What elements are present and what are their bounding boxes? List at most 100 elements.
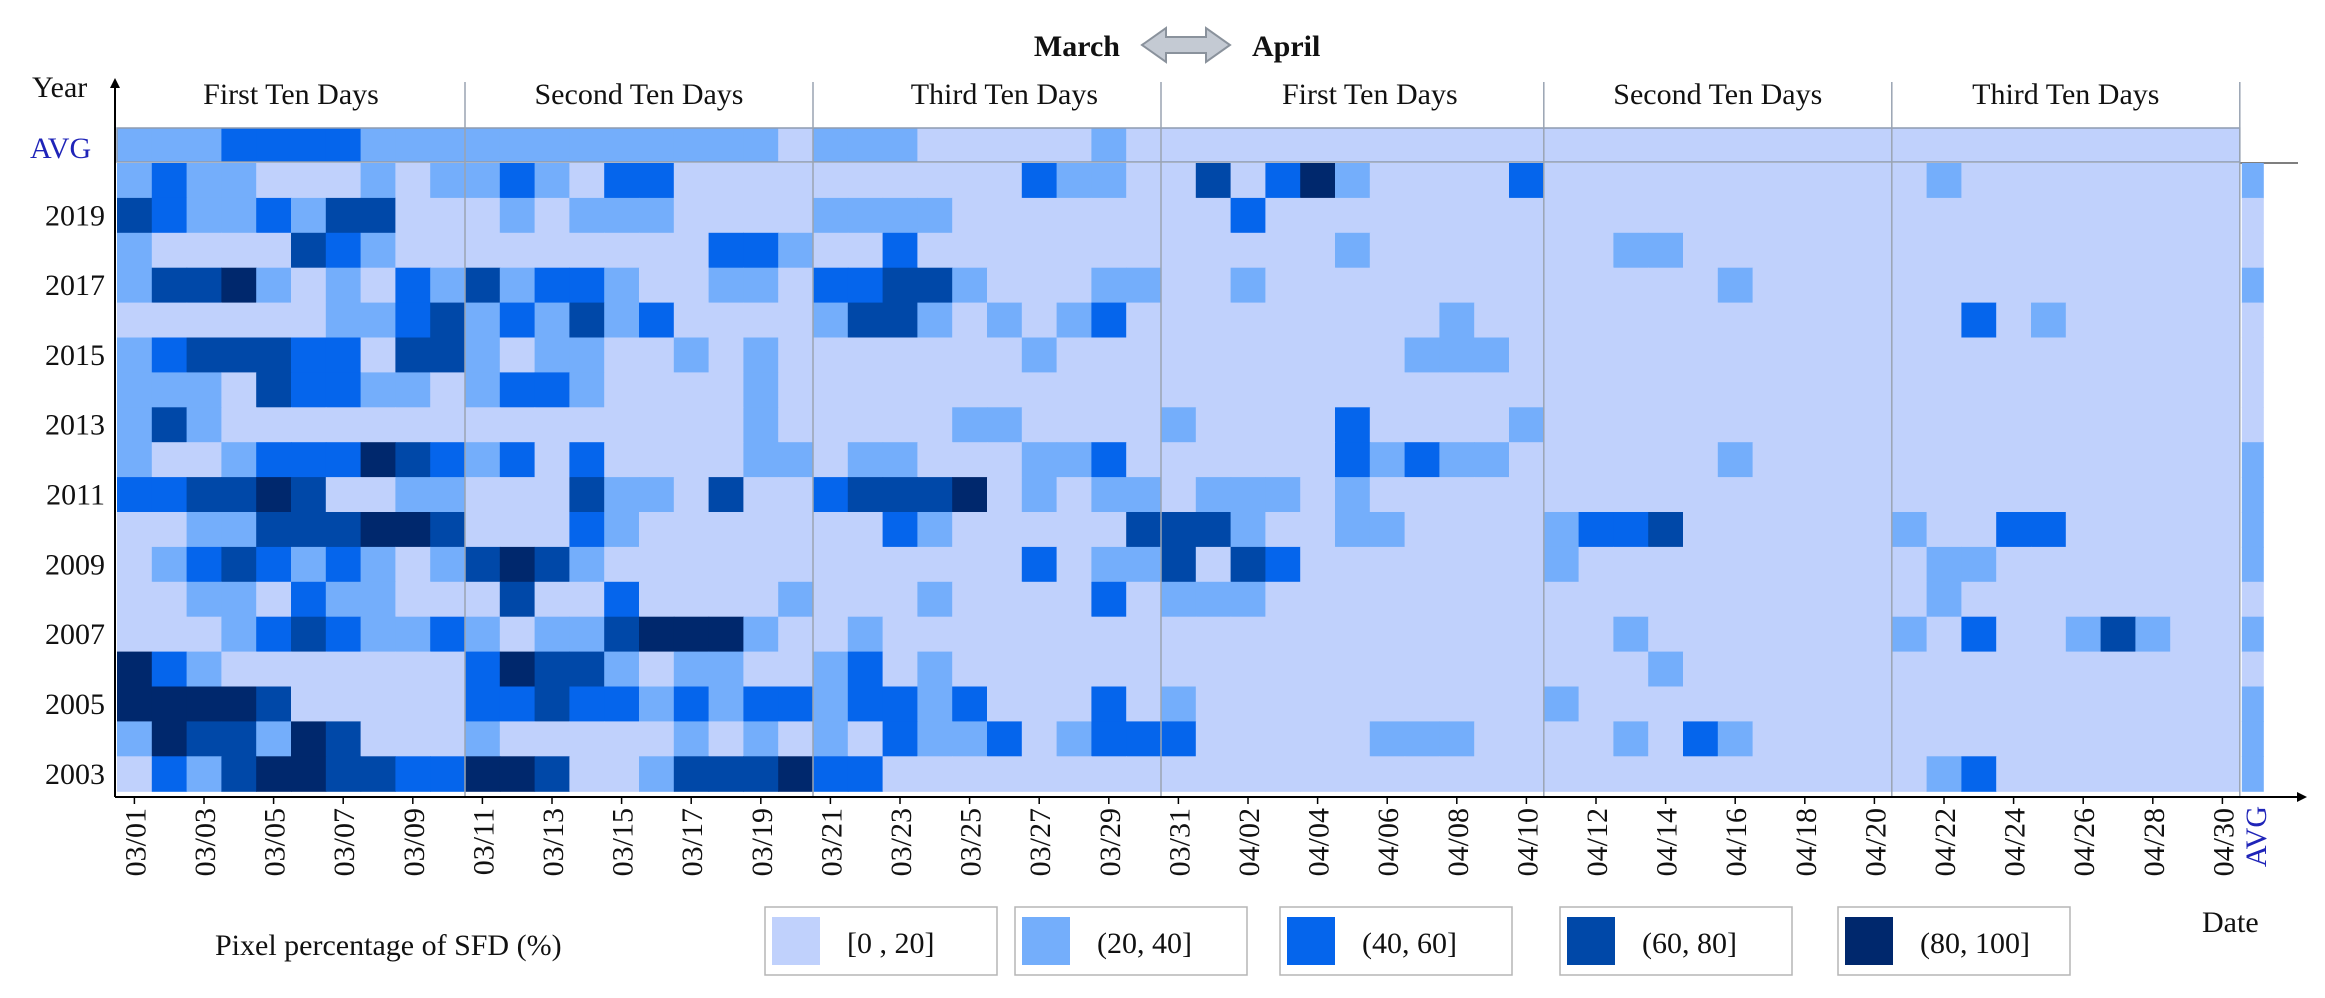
- heatmap-cell-2016-04-07: [1404, 302, 1440, 339]
- avg-date-cell-03-14: [569, 128, 605, 162]
- heatmap-cell-2017-04-04: [1300, 267, 1336, 304]
- heatmap-cell-2018-03-16: [639, 232, 675, 269]
- heatmap-cell-2015-04-26: [2065, 337, 2102, 373]
- heatmap-cell-2008-03-17: [673, 581, 710, 618]
- heatmap-cell-2003-03-04: [221, 756, 257, 792]
- heatmap-cell-2014-04-27: [2100, 372, 2136, 408]
- avg-date-cell-03-28: [1056, 128, 1092, 162]
- heatmap-cell-2006-03-12: [499, 651, 536, 688]
- heatmap-cell-2007-03-16: [639, 616, 675, 653]
- heatmap-cell-2018-04-27: [2100, 232, 2136, 269]
- heatmap-cell-2013-04-03: [1265, 407, 1301, 443]
- heatmap-cell-2020-03-17: [673, 163, 710, 199]
- heatmap-cell-2019-03-24: [917, 197, 953, 234]
- heatmap-cell-2020-03-23: [882, 163, 918, 199]
- heatmap-cell-2015-04-17: [1752, 337, 1788, 373]
- heatmap-cell-2015-03-11: [465, 337, 501, 373]
- heatmap-cell-2016-03-13: [534, 302, 570, 339]
- heatmap-cell-2017-04-13: [1613, 267, 1649, 304]
- heatmap-cell-2014-03-27: [1021, 372, 1058, 408]
- heatmap-cell-2006-03-25: [952, 651, 988, 688]
- x-tick-03-13: 03/13: [537, 808, 570, 876]
- heatmap-cell-2008-04-18: [1787, 581, 1823, 618]
- heatmap-cell-2013-04-15: [1683, 407, 1719, 443]
- heatmap-cell-2007-04-21: [1891, 616, 1928, 653]
- heatmap-cell-2007-04-13: [1613, 616, 1649, 653]
- heatmap-cell-2018-04-24: [1996, 232, 2032, 269]
- heatmap-cell-2006-04-13: [1613, 651, 1649, 688]
- heatmap-cell-2011-03-15: [604, 477, 640, 513]
- x-tick-03-07: 03/07: [328, 808, 361, 876]
- heatmap-cell-2004-03-08: [360, 721, 396, 757]
- avg-date-cell-04-28: [2135, 128, 2171, 162]
- x-tick-03-27: 03/27: [1024, 808, 1057, 876]
- heatmap-cell-2017-03-30: [1126, 267, 1162, 304]
- heatmap-cell-2008-03-22: [847, 581, 884, 618]
- heatmap-cell-2018-03-11: [465, 232, 501, 269]
- heatmap-cell-2013-04-17: [1752, 407, 1788, 443]
- heatmap-cell-2009-04-25: [2031, 546, 2067, 583]
- heatmap-cell-2018-04-15: [1683, 232, 1719, 269]
- heatmap-cell-2010-03-15: [604, 512, 640, 548]
- heatmap-cell-2011-04-22: [1926, 477, 1962, 513]
- heatmap-cell-2003-04-12: [1578, 756, 1614, 792]
- heatmap-cell-2009-03-29: [1091, 546, 1127, 583]
- heatmap-cell-2015-03-27: [1021, 337, 1058, 373]
- avg-date-cell-03-15: [604, 128, 640, 162]
- heatmap-cell-2005-04-22: [1926, 686, 1962, 722]
- heatmap-cell-2009-03-19: [743, 546, 779, 583]
- heatmap-cell-2006-04-03: [1265, 651, 1301, 688]
- heatmap-cell-2018-04-26: [2065, 232, 2102, 269]
- heatmap-cell-2016-03-22: [847, 302, 884, 339]
- heatmap-cell-2003-04-18: [1787, 756, 1823, 792]
- heatmap-cell-2003-04-14: [1648, 756, 1684, 792]
- heatmap-cell-2003-03-19: [743, 756, 779, 792]
- heatmap-cell-2005-04-03: [1265, 686, 1301, 722]
- heatmap-cell-2012-04-02: [1230, 442, 1266, 478]
- heatmap-cell-2009-04-15: [1683, 546, 1719, 583]
- heatmap-cell-2003-04-15: [1683, 756, 1719, 792]
- heatmap-cell-2008-04-16: [1717, 581, 1754, 618]
- heatmap-cell-2006-04-23: [1961, 651, 1997, 688]
- avg-date-cell-03-24: [917, 128, 953, 162]
- heatmap-cell-2010-04-06: [1369, 512, 1406, 548]
- heatmap-cell-2005-04-18: [1787, 686, 1823, 722]
- heatmap-cell-2016-03-07: [325, 302, 362, 339]
- heatmap-cell-2018-04-07: [1404, 232, 1440, 269]
- heatmap-cell-2011-03-13: [534, 477, 570, 513]
- heatmap-cell-2006-04-25: [2031, 651, 2067, 688]
- heatmap-cell-2004-04-05: [1335, 721, 1371, 757]
- heatmap-cell-2012-03-21: [813, 442, 849, 478]
- heatmap-cell-2014-04-18: [1787, 372, 1823, 408]
- heatmap-cell-2003-04-25: [2031, 756, 2067, 792]
- period-labels: First Ten Days Second Ten Days Third Ten D…: [203, 78, 2159, 111]
- heatmap-cell-2008-03-06: [291, 581, 327, 618]
- heatmap-cell-2019-03-11: [465, 197, 501, 234]
- heatmap-cell-2003-03-22: [847, 756, 884, 792]
- heatmap-cell-2018-03-12: [499, 232, 536, 269]
- heatmap-cell-2017-03-19: [743, 267, 779, 304]
- heatmap-cell-2005-04-07: [1404, 686, 1440, 722]
- heatmap-cell-2008-04-28: [2135, 581, 2171, 618]
- heatmap-cell-2007-04-07: [1404, 616, 1440, 653]
- heatmap-cell-2011-03-12: [499, 477, 536, 513]
- heatmap-cell-2006-04-17: [1752, 651, 1788, 688]
- heatmap-cell-2012-03-17: [673, 442, 710, 478]
- heatmap-cell-2013-04-24: [1996, 407, 2032, 443]
- heatmap-cell-2004-03-31: [1161, 721, 1197, 757]
- heatmap-cell-2016-03-23: [882, 302, 918, 339]
- heatmap-cell-2010-04-11: [1543, 512, 1580, 548]
- heatmap-cell-2004-04-14: [1648, 721, 1684, 757]
- heatmap-cell-2015-04-28: [2135, 337, 2171, 373]
- heatmap-cell-2015-03-21: [813, 337, 849, 373]
- heatmap-cell-2012-03-31: [1161, 442, 1197, 478]
- period-label-5: Second Ten Days: [1613, 78, 1822, 111]
- heatmap-cell-2008-04-27: [2100, 581, 2136, 618]
- avg-year-cell-2007: [2241, 616, 2264, 653]
- heatmap-cell-2020-04-23: [1961, 163, 1997, 199]
- heatmap-cell-2010-03-17: [673, 512, 710, 548]
- heatmap-cell-2004-04-27: [2100, 721, 2136, 757]
- heatmap-cell-2013-03-17: [673, 407, 710, 443]
- heatmap-cell-2016-04-23: [1961, 302, 1997, 339]
- heatmap-cell-2019-04-21: [1891, 197, 1928, 234]
